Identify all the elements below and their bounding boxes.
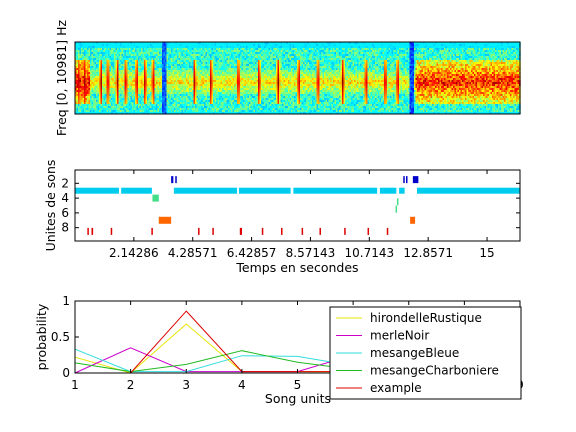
raster-bar (152, 194, 159, 202)
raster-xtick-label: 6.42857 (227, 246, 277, 260)
raster-bar (173, 187, 238, 194)
raster-bar (212, 227, 214, 235)
raster-bar (416, 187, 520, 194)
raster-bar (379, 187, 397, 194)
legend-label-merleNoir: merleNoir (370, 329, 429, 343)
raster-xtick-label: 15 (479, 246, 494, 260)
prob-ylabel: probability (34, 303, 49, 370)
raster-bar (319, 227, 321, 235)
raster-ytick-label: 2 (61, 176, 69, 190)
raster-bar (121, 187, 152, 194)
spectrogram-frame (74, 41, 521, 115)
raster-bar (410, 216, 416, 224)
raster-bar (281, 227, 283, 235)
prob-xtick-label: 4 (238, 378, 246, 392)
prob-ytick-label: 1 (62, 294, 70, 308)
raster-bar (238, 187, 291, 194)
spectrogram-image (75, 42, 521, 115)
raster-bar (412, 176, 419, 184)
raster-ytick-label: 4 (61, 191, 69, 205)
raster-bar (175, 176, 177, 184)
raster-bar (91, 227, 94, 235)
raster-bar (403, 176, 405, 184)
raster-bar (198, 227, 200, 235)
raster-bar (293, 187, 378, 194)
raster-xtick-label: 10.7143 (345, 246, 395, 260)
raster-bar (406, 176, 408, 184)
raster-xtick-label: 4.28571 (168, 246, 218, 260)
prob-xtick-label: 5 (294, 378, 302, 392)
legend-label-hirondelleRustique: hirondelleRustique (370, 311, 482, 325)
raster-bar (399, 187, 405, 194)
raster-background (75, 170, 520, 241)
prob-xlabel: Song units (265, 391, 331, 406)
prob-xtick-label: 2 (127, 378, 135, 392)
raster-bar (239, 227, 243, 235)
raster-bar (75, 187, 119, 194)
prob-ytick-label: 0 (62, 366, 70, 380)
raster-frame (74, 169, 521, 242)
legend-label-example: example (370, 381, 422, 395)
prob-xtick-label: 3 (182, 378, 190, 392)
raster-bar (87, 227, 89, 235)
raster-bar (344, 227, 346, 235)
legend-label-mesangeBleue: mesangeBleue (370, 346, 459, 360)
raster-xtick-label: 2.14286 (109, 246, 159, 260)
raster-bar (261, 227, 264, 235)
raster-bar (158, 216, 172, 224)
raster-ytick-label: 8 (61, 221, 69, 235)
legend-label-mesangeCharboniere: mesangeCharboniere (370, 364, 499, 378)
raster-bar (396, 198, 399, 206)
raster-ytick-label: 6 (61, 206, 69, 220)
raster-bar (151, 227, 153, 235)
raster-bar (395, 205, 398, 213)
raster-bar (171, 176, 174, 184)
raster-bar (301, 227, 304, 235)
raster-bar (110, 227, 113, 235)
raster-bar (367, 227, 370, 235)
raster-xtick-label: 8.57143 (286, 246, 336, 260)
raster-bar (386, 227, 389, 235)
spectrogram-ylabel: Freq [0, 10981] Hz (54, 20, 69, 137)
prob-ytick-label: 0.5 (51, 330, 70, 344)
raster-xtick-label: 12.8571 (403, 246, 453, 260)
raster-ylabel: Unites de sons (43, 160, 58, 252)
prob-xtick-label: 1 (71, 378, 79, 392)
raster-xlabel: Temps en secondes (235, 260, 358, 275)
